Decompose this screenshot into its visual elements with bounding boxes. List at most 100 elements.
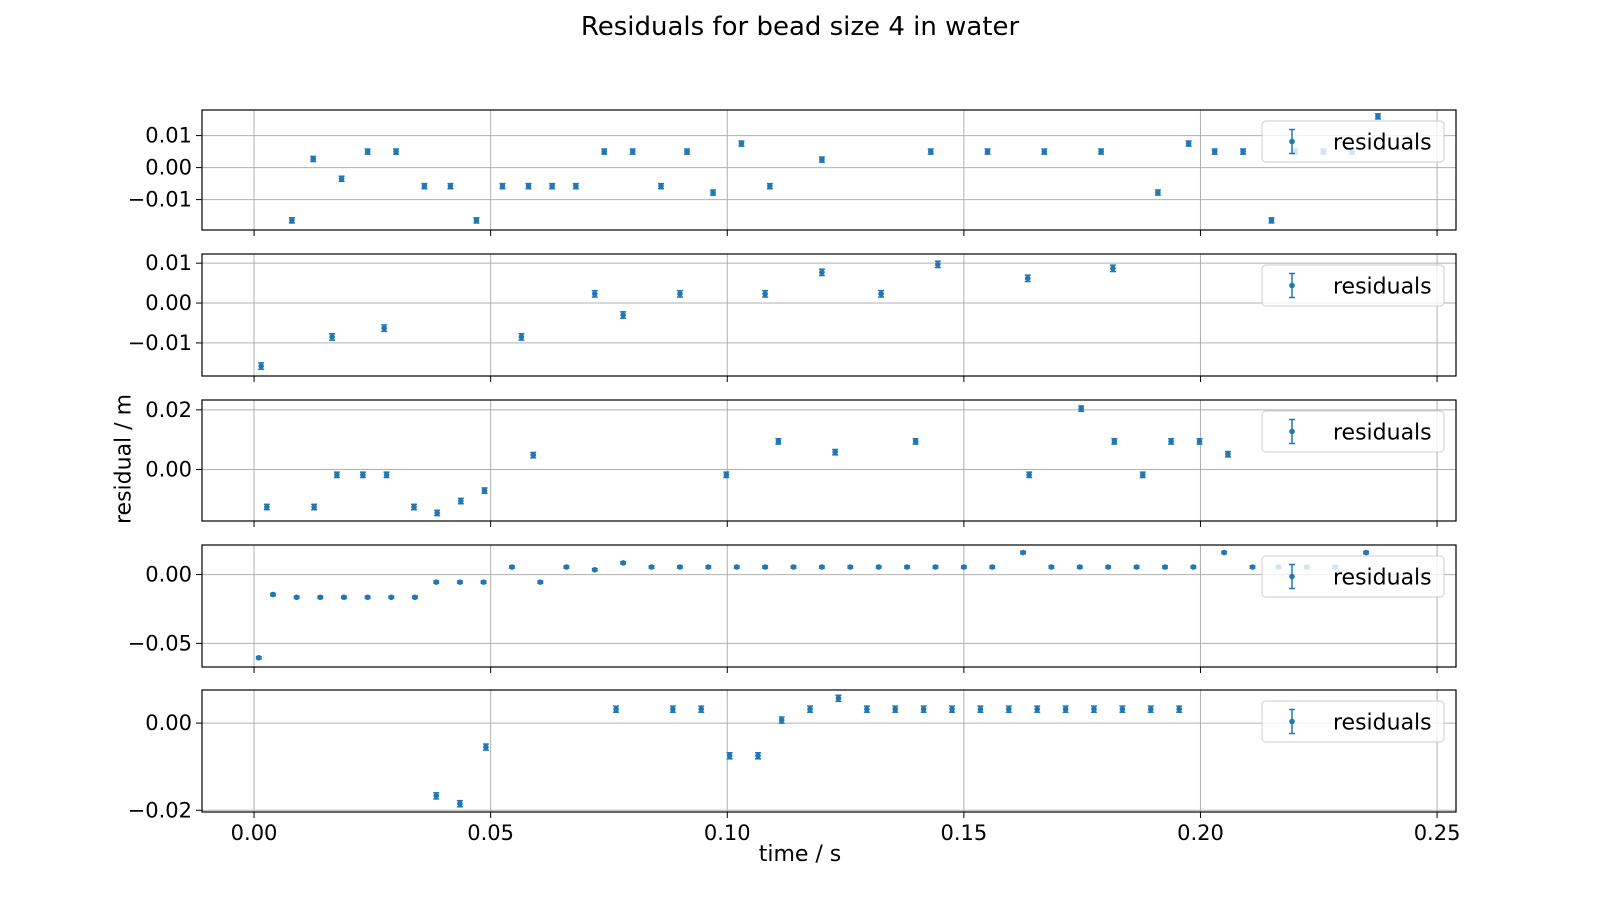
data-point [311,504,317,510]
data-point [433,579,440,585]
y-tick-label: 0.01 [145,124,192,148]
data-point [738,140,745,147]
data-point [364,594,371,601]
data-point [726,752,733,759]
data-point [762,564,768,570]
figure-title: Residuals for bead size 4 in water [580,12,1020,42]
data-point [338,176,345,182]
data-point [1062,706,1069,712]
data-point [989,564,996,570]
axes-frame [201,399,1457,522]
data-point [1110,265,1116,272]
data-point [705,564,712,570]
data-point [613,706,619,712]
data-point [258,363,264,369]
data-point [1139,472,1146,478]
y-tick-label: 0.01 [145,251,192,275]
data-point [289,217,295,224]
legend-marker-icon [1289,282,1295,289]
data-point [480,579,487,585]
legend: residuals [1261,120,1445,163]
y-tick-label: 0.00 [145,563,192,587]
data-point [984,148,991,155]
data-point [847,564,854,570]
data-point [864,706,870,712]
data-point [433,793,440,799]
data-point [733,564,740,570]
data-point [591,566,598,573]
data-point [421,183,428,189]
data-point [677,564,683,570]
data-point [819,564,825,570]
data-point [1026,472,1032,478]
data-point [819,156,825,163]
data-point [341,594,347,601]
data-point [1024,275,1031,282]
legend-label: residuals [1333,131,1432,156]
subplot-1: −0.01 0.00 0.01 residuals [128,109,1457,236]
data-point [1020,549,1026,556]
data-point [835,695,842,702]
data-point [364,148,371,155]
data-point [1111,438,1118,445]
legend-marker-icon [1289,428,1295,435]
data-point [1196,438,1203,445]
data-point [1119,706,1126,712]
data-point [677,291,683,297]
legend-marker-icon [1289,573,1295,580]
data-point [591,291,598,297]
legend: residuals [1261,555,1445,598]
data-point [620,560,626,566]
data-point [1155,189,1161,196]
x-tick-label: 0.05 [467,821,514,845]
data-point [381,325,387,331]
axes-frame [201,109,1457,231]
legend: residuals [1261,410,1445,453]
data-point [1240,148,1246,155]
legend-label: residuals [1333,421,1432,446]
data-point [481,487,488,494]
data-point [537,579,544,585]
y-tick-label: 0.00 [145,711,192,735]
data-point [1268,217,1275,224]
legend-box [1261,120,1445,163]
data-point [710,189,716,196]
subplot-5: 0.00 0.05 0.10 0.15 0.20 0.25 −0.02 0.00 residua… [128,689,1460,845]
data-point [518,334,525,340]
data-point [329,334,335,340]
data-point [1078,405,1085,412]
y-tick-label: −0.01 [128,188,192,212]
subplot-4: −0.05 0.00 residuals [128,544,1457,673]
data-point [499,183,506,189]
data-point [549,183,555,189]
legend-label: residuals [1333,711,1432,736]
data-point [601,148,608,155]
data-point [875,564,882,570]
data-point [473,217,480,224]
data-point [832,449,838,455]
legend-label: residuals [1333,566,1432,591]
data-point [961,564,967,570]
data-point [878,291,884,297]
data-point [767,183,773,189]
legend: residuals [1261,700,1445,743]
data-point [411,504,417,510]
data-point [927,148,934,155]
data-point [270,591,276,598]
x-tick-label: 0.00 [231,821,278,845]
axes-frame [201,689,1457,813]
x-tick-label: 0.20 [1177,821,1224,845]
data-point [393,148,399,155]
y-tick-label: 0.00 [145,291,192,315]
data-point [648,564,655,570]
data-point [1098,148,1104,155]
data-point [1221,549,1227,556]
legend: residuals [1261,264,1445,307]
data-point [977,706,984,712]
data-point [388,594,395,601]
data-point [1048,564,1055,570]
data-point [620,312,626,318]
y-tick-label: −0.02 [128,798,192,822]
axes-frame [201,544,1457,668]
